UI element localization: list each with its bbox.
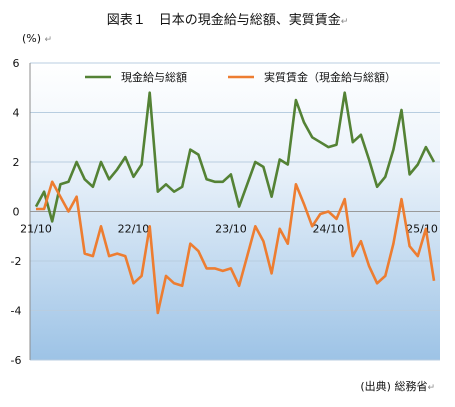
y-tick-label: 6 — [13, 57, 20, 70]
legend-label-2: 実質賃金（現金給与総額） — [264, 70, 396, 84]
return-mark-icon: ↵ — [427, 383, 435, 393]
y-axis-unit: (%) ↵ — [22, 32, 53, 45]
chart-title: 図表１ 日本の現金給与総額、実質賃金↵ — [106, 13, 349, 28]
x-tick-label: 23/10 — [215, 223, 247, 236]
x-tick-label: 21/10 — [20, 223, 52, 236]
y-tick-label: -4 — [11, 305, 22, 318]
legend-label-1: 現金給与総額 — [121, 70, 187, 84]
y-tick-label: 4 — [13, 107, 20, 120]
series-line-1 — [34, 91, 436, 223]
x-tick-label: 22/10 — [118, 223, 150, 236]
y-tick-label: 2 — [13, 156, 20, 169]
y-tick-label: -6 — [11, 354, 22, 367]
series-line-2 — [36, 180, 436, 315]
x-tick-label: 25/10 — [406, 223, 438, 236]
y-tick-label: -2 — [11, 255, 22, 268]
y-tick-label: 0 — [13, 206, 20, 219]
source-note: (出典) 総務省↵ — [360, 380, 435, 393]
return-mark-icon: ↵ — [44, 35, 53, 45]
return-mark-icon: ↵ — [340, 17, 349, 27]
x-tick-label: 24/10 — [313, 223, 345, 236]
